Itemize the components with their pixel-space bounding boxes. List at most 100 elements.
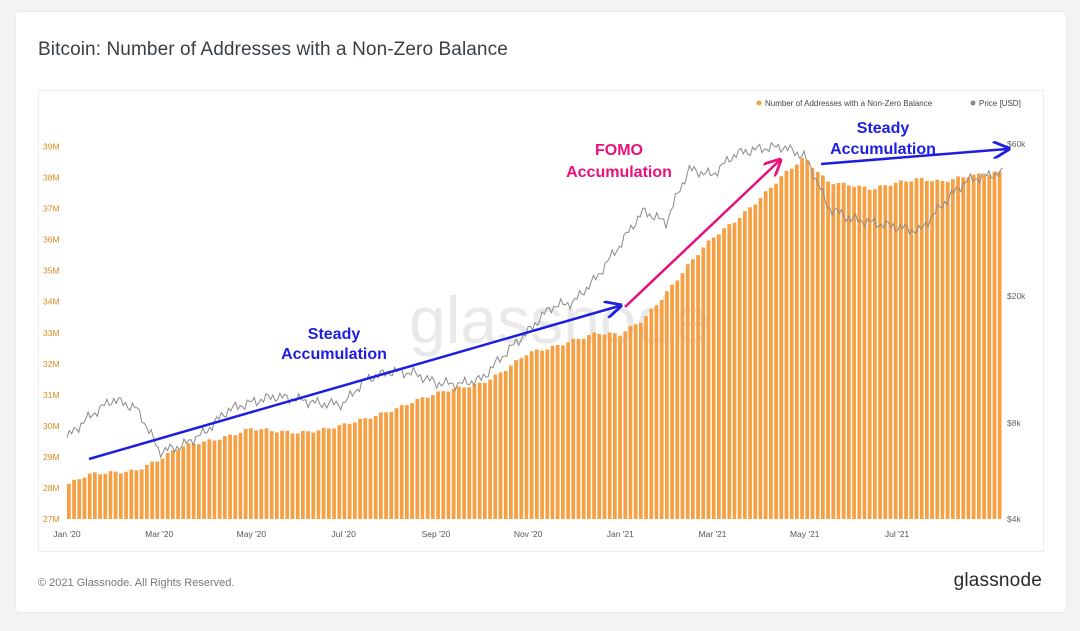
copyright: © 2021 Glassnode. All Rights Reserved.	[38, 577, 235, 589]
address-bar	[670, 284, 674, 519]
address-bar	[810, 167, 815, 519]
address-bar	[581, 338, 586, 519]
address-bar	[373, 415, 378, 519]
address-bar	[717, 234, 721, 519]
address-bar	[165, 453, 170, 519]
address-bar	[633, 324, 638, 519]
annotation-fomo-line2: Accumulation	[566, 164, 672, 181]
address-bars	[67, 158, 1002, 520]
address-bar	[696, 255, 700, 519]
address-bar	[805, 160, 810, 519]
chart-card: Bitcoin: Number of Addresses with a Non-…	[16, 12, 1066, 612]
address-bar	[306, 431, 310, 519]
address-bar	[233, 435, 238, 519]
x-tick-label: Jan '20	[53, 529, 80, 539]
address-bar	[982, 175, 986, 519]
address-bar	[472, 383, 477, 519]
address-bar	[815, 172, 820, 519]
address-bar	[940, 180, 945, 519]
page-title: Bitcoin: Number of Addresses with a Non-…	[38, 39, 508, 60]
legend: Number of Addresses with a Non-Zero Bala…	[756, 99, 1021, 108]
left-tick-label: 39M	[43, 142, 60, 152]
address-bar	[852, 186, 856, 519]
address-bar	[925, 181, 929, 519]
address-bar	[826, 181, 830, 519]
address-bar	[207, 439, 212, 519]
address-bar	[800, 158, 804, 519]
address-bar	[623, 331, 628, 519]
address-bar	[555, 344, 560, 519]
address-bar	[862, 186, 867, 519]
address-bar	[457, 386, 461, 519]
address-bar	[191, 443, 196, 519]
address-bar	[691, 259, 695, 519]
address-bar	[264, 428, 269, 519]
address-bar	[711, 237, 716, 520]
x-axis: Jan '20 Mar '20 May '20 Jul '20 Sep '20 Nov '…	[53, 529, 909, 539]
address-bar	[394, 408, 399, 519]
left-tick-label: 38M	[43, 173, 60, 183]
address-bar	[836, 182, 841, 519]
address-bar	[103, 473, 108, 519]
address-bar	[935, 179, 940, 519]
address-bar	[337, 425, 342, 519]
chart-svg: glassnode 27M 28M 29M 30M 31M 32M 33M 34M 35M 36M…	[43, 99, 1026, 539]
address-bar	[659, 299, 664, 519]
left-tick-label: 33M	[43, 328, 60, 338]
address-bar	[639, 322, 643, 519]
address-bar	[425, 397, 430, 519]
address-bar	[186, 443, 191, 519]
address-bar	[155, 461, 160, 519]
annotation-steady-2-line1: Steady	[857, 120, 910, 137]
address-bar	[171, 450, 175, 519]
address-bar	[613, 333, 617, 519]
left-axis: 27M 28M 29M 30M 31M 32M 33M 34M 35M 36M 37M 38M 39M	[43, 142, 60, 525]
address-bar	[431, 395, 435, 519]
address-bar	[649, 309, 654, 519]
legend-label-addresses: Number of Addresses with a Non-Zero Bala…	[765, 99, 933, 108]
address-bar	[498, 372, 503, 519]
annotation-steady-2-line2: Accumulation	[830, 141, 936, 158]
right-tick-label: $60k	[1007, 139, 1026, 149]
address-bar	[514, 360, 518, 519]
address-bar	[914, 178, 919, 520]
address-bar	[618, 335, 622, 519]
address-bar	[566, 342, 570, 519]
right-tick-label: $4k	[1007, 514, 1021, 524]
address-bar	[883, 185, 888, 519]
address-bar	[753, 204, 758, 519]
address-bar	[254, 430, 258, 519]
legend-marker-price	[970, 100, 976, 106]
address-bar	[389, 412, 394, 519]
address-bar	[654, 305, 659, 519]
left-tick-label: 28M	[43, 483, 60, 493]
right-tick-label: $20k	[1007, 291, 1026, 301]
address-bar	[784, 170, 789, 519]
legend-label-price: Price [USD]	[979, 99, 1021, 108]
address-bar	[160, 458, 165, 519]
address-bar	[275, 432, 279, 519]
address-bar	[243, 428, 248, 519]
address-bar	[77, 479, 82, 519]
address-bar	[841, 182, 846, 519]
right-tick-label: $8k	[1007, 418, 1021, 428]
address-bar	[332, 428, 336, 519]
address-bar	[87, 473, 92, 519]
address-bar	[72, 479, 76, 519]
address-bar	[150, 461, 154, 519]
address-bar	[779, 176, 784, 519]
address-bar	[358, 418, 362, 519]
address-bar	[93, 472, 97, 519]
address-bar	[821, 175, 825, 519]
glassnode-logo: glassnode	[953, 570, 1042, 591]
x-tick-label: May '20	[237, 529, 267, 539]
address-bar	[113, 471, 118, 519]
address-bar	[550, 345, 555, 519]
address-bar	[831, 184, 836, 519]
address-bar	[701, 247, 706, 519]
address-bar	[342, 423, 347, 519]
right-axis: $4k $8k $20k $60k	[1007, 139, 1026, 524]
address-bar	[904, 181, 908, 519]
address-bar	[98, 474, 102, 519]
left-tick-label: 36M	[43, 235, 60, 245]
